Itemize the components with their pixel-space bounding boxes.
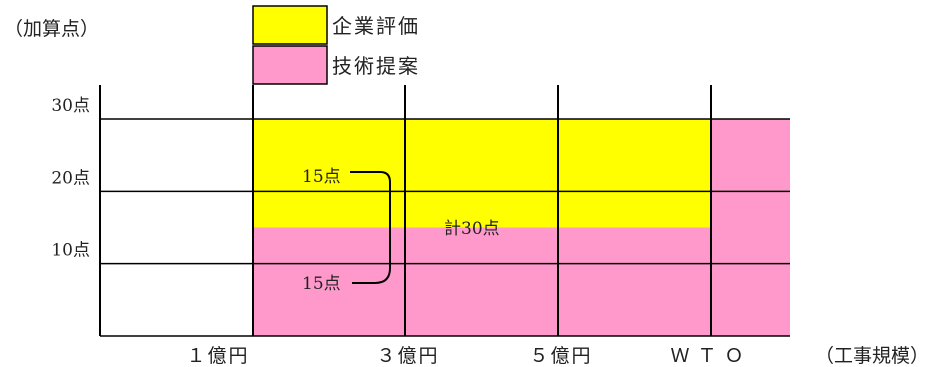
bar-segment-0-0 — [253, 227, 711, 336]
y-unit-label: （加算点） — [4, 18, 99, 40]
y-tick-label-0: 10点 — [51, 241, 90, 261]
bar-segment-1-0 — [253, 119, 711, 228]
x-boundary-label-0: １億円 — [186, 345, 249, 367]
upper-bracket-label: 15点 — [302, 167, 341, 187]
legend-label-1: 企業評価 — [332, 14, 420, 38]
y-tick-label-1: 20点 — [51, 168, 90, 188]
grid-lines — [99, 85, 790, 337]
total-label: 計30点 — [444, 219, 500, 239]
legend-swatch-0 — [252, 45, 328, 85]
legend-label-0: 技術提案 — [332, 54, 420, 78]
legend-swatch-1 — [252, 5, 328, 45]
x-boundary-label-1: ３億円 — [376, 345, 439, 367]
lower-bracket-label: 15点 — [302, 274, 341, 294]
bar-segment-0-1 — [711, 119, 790, 336]
x-boundary-label-2: ５億円 — [529, 345, 592, 367]
bar-fills — [253, 119, 790, 336]
x-unit-label: （工事規模） — [815, 345, 929, 367]
axis-labels: 10点 20点 30点 （加算点） １億円 ３億円 ５億円 ＷＴＯ （工事規模） — [4, 18, 929, 367]
bracket-line — [350, 171, 391, 284]
x-boundary-label-3: ＷＴＯ — [670, 345, 751, 367]
y-tick-label-2: 30点 — [51, 96, 90, 116]
